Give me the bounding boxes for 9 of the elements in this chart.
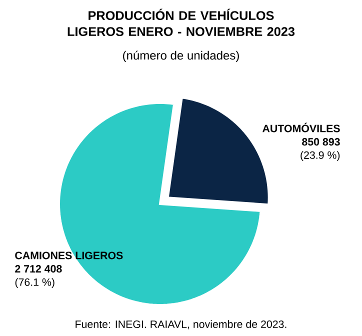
- chart-subtitle: (número de unidades): [123, 50, 239, 62]
- slice-label: AUTOMÓVILES: [262, 122, 340, 132]
- chart-title: PRODUCCIÓN DE VEHÍCULOS LIGEROS ENERO - NOVIEMBRE 2023: [68, 8, 295, 36]
- data-label: 850 893: [302, 138, 340, 146]
- data-label: 2 712 408: [15, 265, 62, 273]
- slice-label: CAMIONES LIGEROS: [15, 252, 123, 260]
- text: (76.1 %): [15, 278, 54, 288]
- text: (23.9 %): [300, 151, 340, 162]
- source-note: Fuente: INEGI. RAIAVL, noviembre de 2023.: [76, 320, 286, 330]
